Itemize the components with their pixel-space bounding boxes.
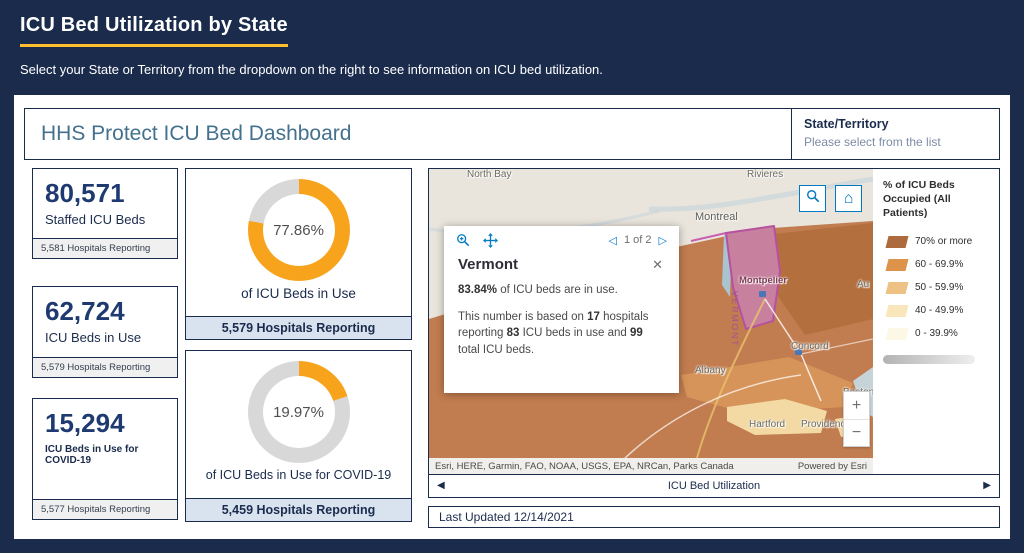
legend-item: 50 - 59.9% [883,281,995,294]
city-label-providence: Providence [801,419,852,430]
legend-item: 70% or more [883,235,995,248]
dashboard-title: HHS Protect ICU Bed Dashboard [41,122,352,145]
carousel-left-icon[interactable]: ◀ [437,480,445,491]
map-search-button[interactable] [799,185,826,212]
gauge-card-icu-covid: 19.97% of ICU Beds in Use for COVID-19 5… [185,350,412,522]
powered-by-esri: Powered by Esri [797,460,867,472]
gauge-label: of ICU Beds in Use [241,286,356,301]
carousel-right-icon[interactable]: ▶ [983,480,991,491]
home-icon: ⌂ [843,189,854,207]
city-label-montpelier: Montpelier [739,275,788,286]
state-label-vermont: VERMONT [730,291,740,348]
legend-swatch [885,327,909,340]
state-territory-placeholder: Please select from the list [804,135,941,149]
map-home-button[interactable]: ⌂ [835,185,862,212]
gauge-card-icu-in-use: 77.86% of ICU Beds in Use 5,579 Hospital… [185,168,412,340]
popup-pan-icon[interactable] [483,232,498,248]
popup-close-icon[interactable]: ✕ [652,256,663,272]
map-canvas[interactable]: North Bay Rivieres Montreal Montpelier V… [429,169,873,458]
zoom-in-button[interactable]: + [851,396,862,414]
page-header: ICU Bed Utilization by State Select your… [0,0,1024,77]
map-zoom-control: + − [843,391,870,447]
icu-in-use-donut: 77.86% [247,179,350,281]
map-popup-vermont: ◁ 1 of 2 ▷ Vermont ✕ 83.84% of ICU beds … [444,226,679,393]
zoom-out-button[interactable]: − [844,419,869,446]
popup-zoom-to-icon[interactable] [456,233,470,247]
map-caption-bar: ◀ ICU Bed Utilization ▶ [429,474,999,497]
stat-value: 62,724 [45,296,125,326]
legend-items: 70% or more 60 - 69.9% 50 - 59.9% 40 - 4… [883,235,995,340]
legend-item: 40 - 49.9% [883,304,995,317]
stat-footer: 5,577 Hospitals Reporting [33,499,177,519]
page-subtitle: Select your State or Territory from the … [20,62,603,77]
city-label-albany: Albany [695,365,726,376]
stat-value: 15,294 [45,408,125,438]
map-legend: % of ICU Beds Occupied (All Patients) 70… [873,169,999,474]
stat-card-staffed-icu-beds: 80,571 Staffed ICU Beds 5,581 Hospitals … [32,168,178,259]
popup-toolbar: ◁ 1 of 2 ▷ [444,226,679,254]
dashboard-panel: HHS Protect ICU Bed Dashboard State/Terr… [14,95,1010,539]
search-icon [806,189,820,208]
gauge-footer: 5,459 Hospitals Reporting [186,498,411,521]
stat-footer: 5,579 Hospitals Reporting [33,357,177,377]
donut-value: 19.97% [262,376,335,448]
stat-label: ICU Beds in Use [45,330,142,345]
icu-covid-donut: 19.97% [247,361,350,463]
page-title: ICU Bed Utilization by State [20,14,288,36]
stat-label: Staffed ICU Beds [45,212,146,227]
city-label-north-bay: North Bay [467,169,512,180]
popup-next-icon[interactable]: ▷ [658,234,667,247]
attribution-text: Esri, HERE, Garmin, FAO, NOAA, USGS, EPA… [435,460,734,472]
map-attribution: Esri, HERE, Garmin, FAO, NOAA, USGS, EPA… [429,458,873,474]
map-caption: ICU Bed Utilization [667,480,761,492]
stat-card-icu-beds-in-use: 62,724 ICU Beds in Use 5,579 Hospitals R… [32,286,178,378]
dashboard-titlebar: HHS Protect ICU Bed Dashboard State/Terr… [24,108,1000,160]
legend-title: % of ICU Beds Occupied (All Patients) [883,179,955,220]
state-territory-dropdown[interactable]: State/Territory Please select from the l… [791,109,999,159]
legend-item: 60 - 69.9% [883,258,995,271]
stat-card-icu-beds-covid: 15,294 ICU Beds in Use for COVID-19 5,57… [32,398,178,520]
city-label-rivieres: Rivieres [747,169,784,180]
stat-value: 80,571 [45,178,125,208]
popup-detail-paragraph: This number is based on 17 hospitals rep… [458,310,649,357]
last-updated-bar: Last Updated 12/14/2021 [428,506,1000,528]
popup-pager: ◁ 1 of 2 ▷ [609,234,667,247]
popup-body: Vermont ✕ 83.84% of ICU beds are in use.… [444,254,679,359]
map-widget: North Bay Rivieres Montreal Montpelier V… [428,168,1000,498]
city-label-montreal: Montreal [695,211,738,223]
donut-value: 77.86% [262,194,335,266]
legend-swatch [885,258,909,271]
legend-swatch [885,304,909,317]
stat-footer: 5,581 Hospitals Reporting [33,238,177,258]
city-label-concord: Concord [791,341,829,352]
state-territory-label: State/Territory [804,117,889,131]
popup-page-indicator: 1 of 2 [624,234,652,246]
gauge-footer: 5,579 Hospitals Reporting [186,316,411,339]
popup-title: Vermont [458,256,519,273]
legend-item: 0 - 39.9% [883,327,995,340]
city-label-hartford: Hartford [749,419,786,430]
gold-accent-bar [20,44,288,47]
legend-swatch [885,281,909,294]
gauge-label: of ICU Beds in Use for COVID-19 [205,468,392,482]
legend-swatch [885,235,909,248]
popup-fact-line: 83.84% of ICU beds are in use. [458,284,618,296]
stat-label: ICU Beds in Use for COVID-19 [45,444,139,466]
city-label-augusta-clipped: Au [857,279,870,290]
legend-gradient-bar [883,354,975,364]
popup-prev-icon[interactable]: ◁ [608,234,617,247]
